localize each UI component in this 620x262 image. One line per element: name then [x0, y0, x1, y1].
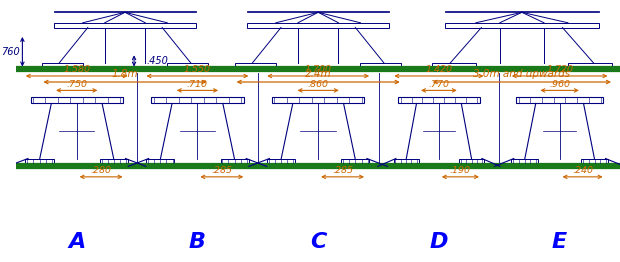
Text: 2.4m: 2.4m: [305, 69, 332, 79]
Bar: [167, 63, 208, 67]
Text: .285: .285: [211, 166, 232, 175]
Bar: [512, 159, 538, 163]
Bar: [459, 159, 484, 163]
Text: .960: .960: [549, 80, 570, 89]
Bar: [42, 63, 82, 67]
Bar: [151, 97, 244, 103]
Text: C: C: [310, 232, 326, 252]
Text: D: D: [430, 232, 448, 252]
Bar: [30, 97, 123, 103]
Text: A: A: [68, 232, 86, 252]
Bar: [25, 159, 53, 163]
Bar: [445, 23, 600, 28]
Text: .750: .750: [66, 80, 87, 89]
Text: 1.8m: 1.8m: [112, 69, 138, 79]
Text: .240: .240: [572, 166, 593, 175]
Bar: [221, 159, 249, 163]
Bar: [341, 159, 370, 163]
Bar: [398, 97, 480, 103]
Text: B: B: [189, 232, 206, 252]
Bar: [445, 11, 600, 12]
Text: 1.550: 1.550: [184, 65, 211, 74]
Bar: [247, 23, 389, 28]
Text: .285: .285: [332, 166, 353, 175]
Text: 3.0m and upwards: 3.0m and upwards: [473, 69, 570, 79]
Text: 1.700: 1.700: [304, 65, 332, 74]
Bar: [272, 97, 365, 103]
Bar: [236, 63, 276, 67]
Bar: [582, 159, 608, 163]
Bar: [432, 63, 476, 67]
Text: .190: .190: [450, 166, 471, 175]
Bar: [54, 11, 196, 12]
Text: 1.580: 1.580: [63, 65, 91, 74]
Text: .710: .710: [187, 80, 208, 89]
Text: 760: 760: [1, 47, 19, 57]
Bar: [516, 97, 603, 103]
Text: .770: .770: [428, 80, 450, 89]
Bar: [568, 63, 612, 67]
Text: 1.420: 1.420: [425, 65, 453, 74]
Bar: [360, 63, 401, 67]
Text: E: E: [552, 232, 567, 252]
Bar: [247, 11, 389, 12]
Bar: [394, 159, 418, 163]
Text: .280: .280: [91, 166, 112, 175]
Text: 1.720: 1.720: [546, 65, 573, 74]
Bar: [54, 23, 196, 28]
Bar: [267, 159, 295, 163]
Text: .860: .860: [308, 80, 329, 89]
Bar: [146, 159, 174, 163]
Text: .450: .450: [146, 56, 168, 66]
Bar: [100, 159, 128, 163]
